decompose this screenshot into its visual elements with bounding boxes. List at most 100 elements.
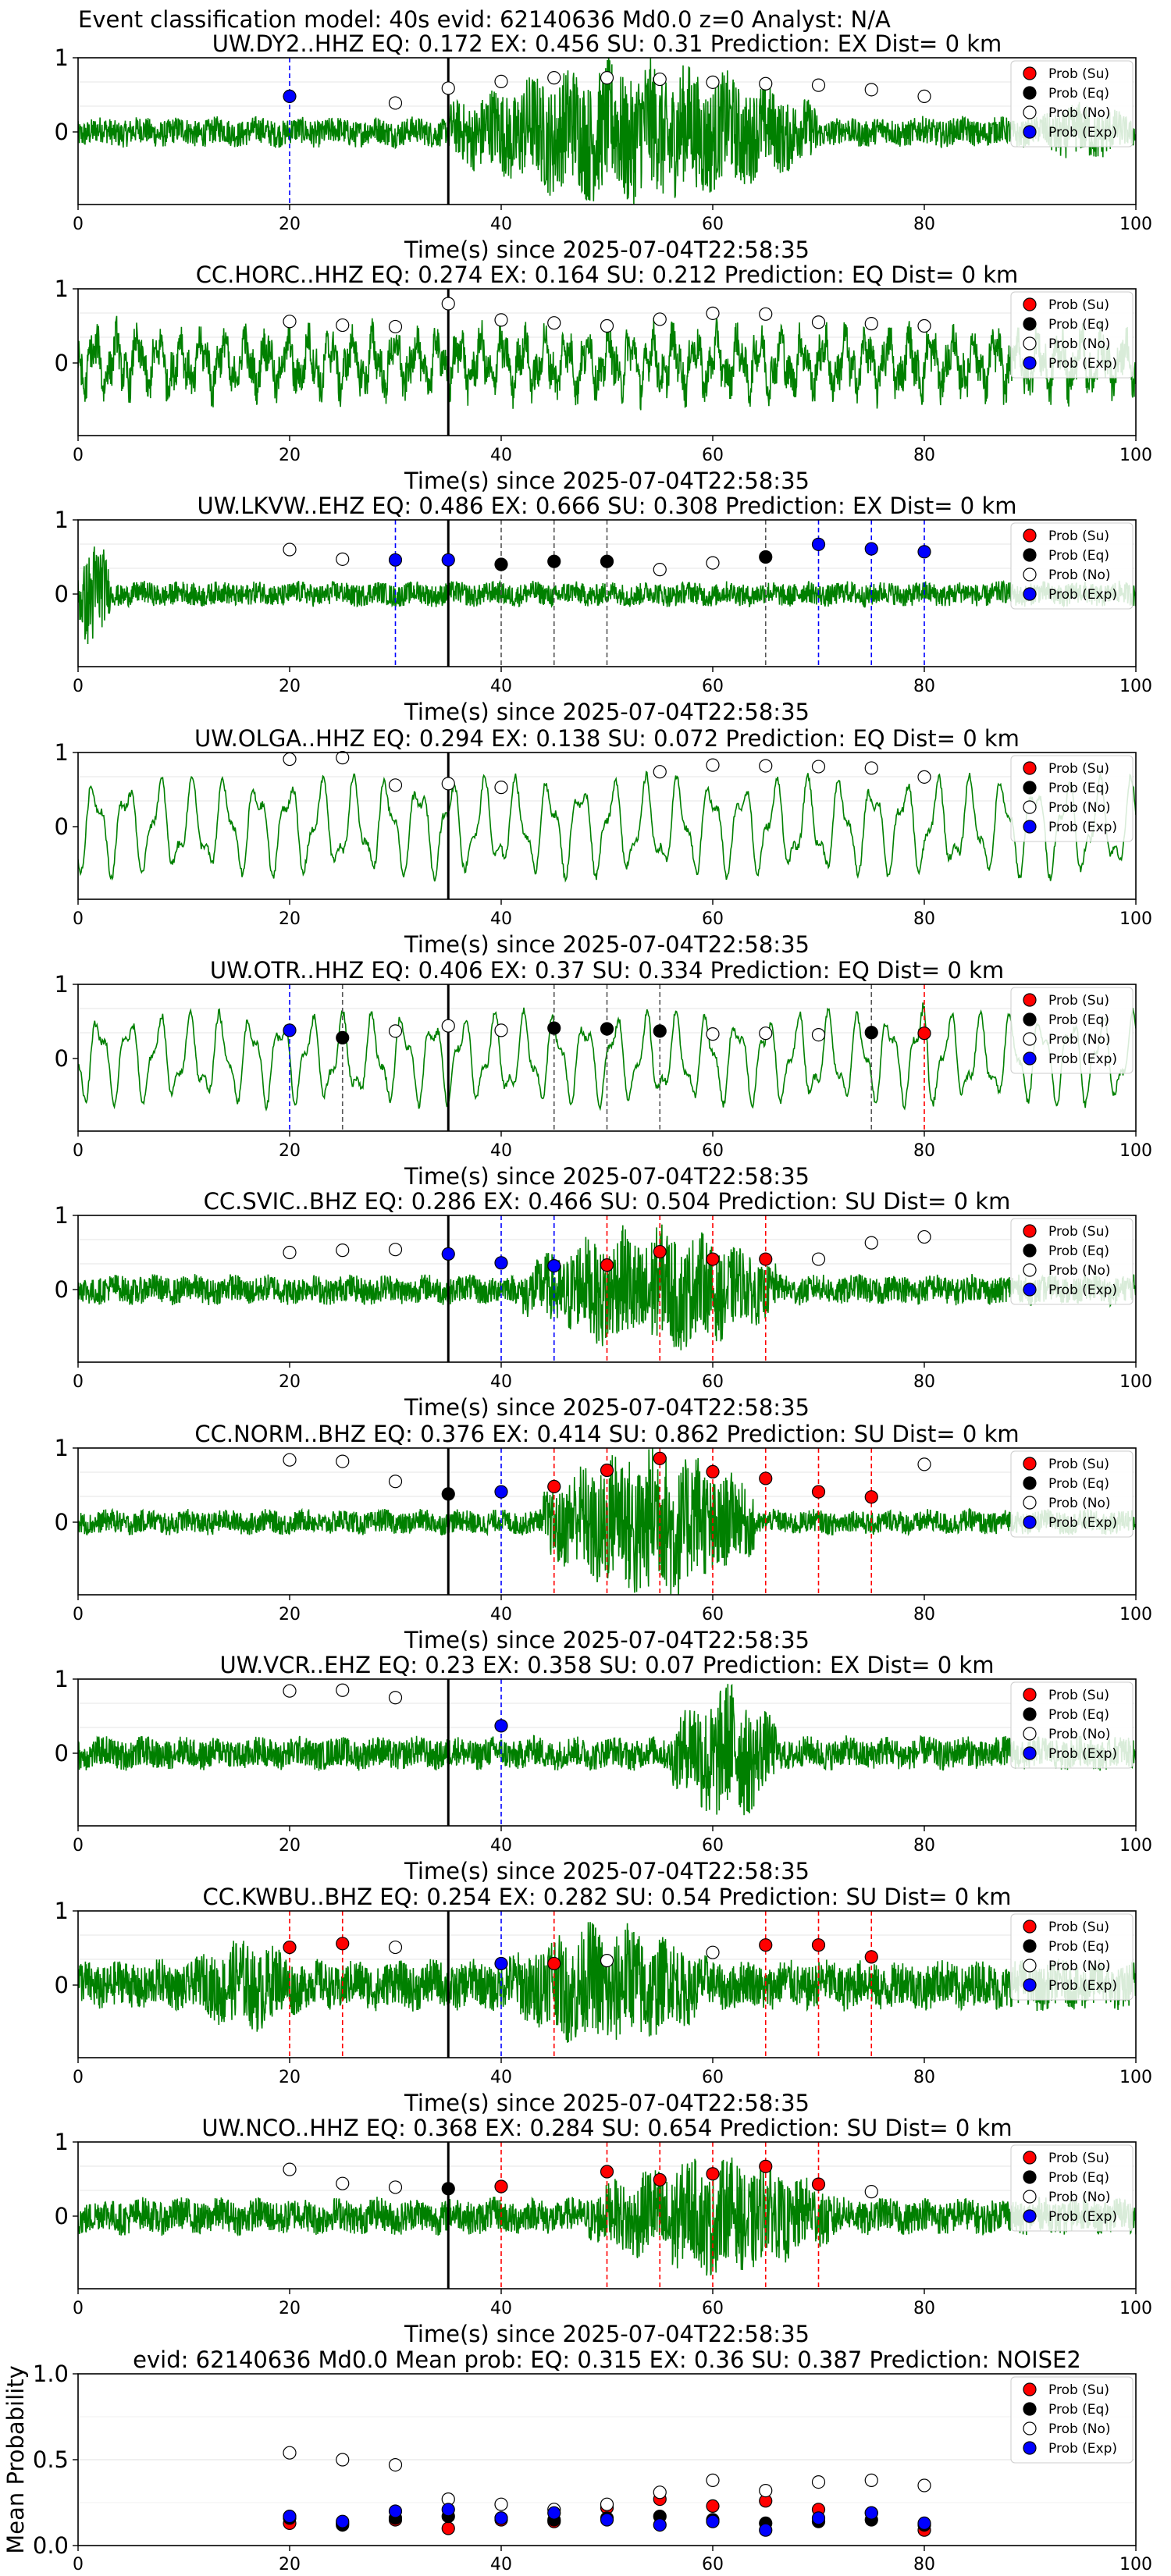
panel-title: CC.HORC..HHZ EQ: 0.274 EX: 0.164 SU: 0.2… (196, 262, 1019, 288)
x-tick-label: 100 (1119, 1141, 1152, 1161)
prob-point-no (917, 1229, 931, 1244)
x-axis-label: Time(s) since 2025-07-04T22:58:35 (404, 1858, 810, 1884)
waveform-trace (78, 1684, 1136, 1816)
x-tick-label: 60 (702, 2068, 724, 2087)
prob-point-eq (600, 554, 614, 568)
legend-label: Prob (No) (1048, 2421, 1111, 2437)
y-tick-label: 0 (55, 1276, 69, 1303)
x-tick-label: 0 (73, 2299, 84, 2318)
legend-label: Prob (Exp) (1048, 1978, 1117, 1994)
x-tick-label: 40 (490, 1141, 512, 1161)
x-tick-label: 20 (279, 909, 301, 929)
legend-marker-su (1023, 993, 1037, 1007)
legend-label: Prob (No) (1048, 336, 1111, 352)
y-tick-label: 0 (55, 1972, 69, 1998)
mean-point-exp (653, 2518, 667, 2532)
legend-frame (1010, 2144, 1134, 2232)
prob-point-exp (494, 1719, 508, 1733)
mean-point-no (388, 2458, 403, 2472)
prob-point-exp (811, 537, 826, 551)
legend-label: Prob (Eq) (1048, 781, 1109, 796)
legend-label: Prob (Eq) (1048, 317, 1109, 333)
prob-point-eq (600, 1022, 614, 1036)
prob-point-eq (759, 550, 773, 564)
x-axis-label: Time(s) since 2025-07-04T22:58:35 (404, 1394, 810, 1421)
prob-point-no (864, 761, 878, 775)
x-tick-label: 80 (913, 2299, 935, 2318)
x-tick-label: 80 (913, 2555, 935, 2574)
y-tick-label: 1 (55, 739, 69, 766)
y-tick-label: 1 (55, 507, 69, 533)
x-tick-label: 20 (279, 1372, 301, 1392)
legend: Prob (Su) Prob (Eq) Prob (No) Prob (Exp) (1010, 1218, 1134, 1305)
legend-frame (1010, 987, 1134, 1074)
x-tick-label: 100 (1119, 446, 1152, 465)
mean-point-no (494, 2497, 508, 2511)
panel-title: UW.NCO..HHZ EQ: 0.368 EX: 0.284 SU: 0.65… (201, 2115, 1012, 2141)
prob-point-no (759, 76, 773, 91)
y-tick-label: 0 (55, 2203, 69, 2229)
legend-marker-exp (1023, 356, 1037, 370)
legend-marker-exp (1023, 1515, 1037, 1529)
x-tick-label: 80 (913, 909, 935, 929)
prob-point-no (388, 1024, 403, 1038)
y-tick-label: 1 (55, 1666, 69, 1692)
x-axis-label: Time(s) since 2025-07-04T22:58:35 (404, 931, 810, 958)
x-tick-label: 0 (73, 1605, 84, 1624)
axes-frame (77, 1678, 1137, 1827)
prob-point-no (547, 316, 561, 330)
x-tick-label: 40 (490, 2299, 512, 2318)
x-tick-label: 80 (913, 1141, 935, 1161)
x-axis-label: Time(s) since 2025-07-04T22:58:35 (404, 1627, 810, 1653)
x-tick-label: 20 (279, 446, 301, 465)
prob-point-eq (864, 1026, 878, 1040)
prob-point-no (388, 2180, 403, 2194)
mean-point-su (706, 2499, 720, 2513)
legend-marker-eq (1023, 548, 1037, 562)
legend-marker-no (1023, 2190, 1037, 2204)
mean-point-no (917, 2478, 931, 2492)
prob-point-su (547, 1956, 561, 1971)
panel-mean-probability: 0.0 0.5 1.0 0 20 40 60 80 100 evid: 62140636 Md0.… (2, 2347, 1152, 2574)
legend-marker-su (1023, 1688, 1037, 1702)
x-tick-label: 40 (490, 2068, 512, 2087)
legend-marker-no (1023, 1496, 1037, 1510)
figure-title: Event classification model: 40s evid: 62… (78, 6, 891, 33)
prob-point-no (283, 1245, 297, 1260)
waveform-trace (78, 1922, 1136, 2043)
prob-point-su (283, 1940, 297, 1955)
x-axis-label: Time(s) since 2025-07-04T22:58:35 (404, 468, 810, 494)
x-tick-label: 100 (1119, 1836, 1152, 1856)
legend-marker-no (1023, 1263, 1037, 1277)
prob-point-su (653, 2172, 667, 2187)
y-tick-label: 0 (55, 813, 69, 840)
prob-point-no (441, 81, 455, 95)
legend-label: Prob (Su) (1048, 2151, 1109, 2166)
axes-frame (77, 519, 1137, 667)
x-axis-label: Time(s) since 2025-07-04T22:58:35 (404, 1163, 810, 1190)
legend-label: Prob (Eq) (1048, 1244, 1109, 1259)
y-tick-label: 0 (55, 1509, 69, 1535)
legend-marker-su (1023, 1224, 1037, 1238)
legend-marker-su (1023, 1457, 1037, 1471)
mean-point-exp (759, 2523, 773, 2537)
y-tick-label: 0 (55, 1045, 69, 1072)
prob-point-no (706, 306, 720, 320)
prob-point-eq (653, 1024, 667, 1038)
legend-label: Prob (No) (1048, 1263, 1111, 1279)
legend-marker-eq (1023, 1707, 1037, 1721)
legend-frame (1010, 1218, 1134, 1305)
x-tick-label: 80 (913, 446, 935, 465)
prob-point-no (494, 781, 508, 795)
mean-point-no (706, 2473, 720, 2487)
prob-point-no (388, 778, 403, 792)
prob-point-exp (864, 542, 878, 556)
prob-point-exp (917, 545, 931, 559)
legend-marker-eq (1023, 2402, 1037, 2416)
x-tick-label: 0 (73, 2555, 84, 2574)
